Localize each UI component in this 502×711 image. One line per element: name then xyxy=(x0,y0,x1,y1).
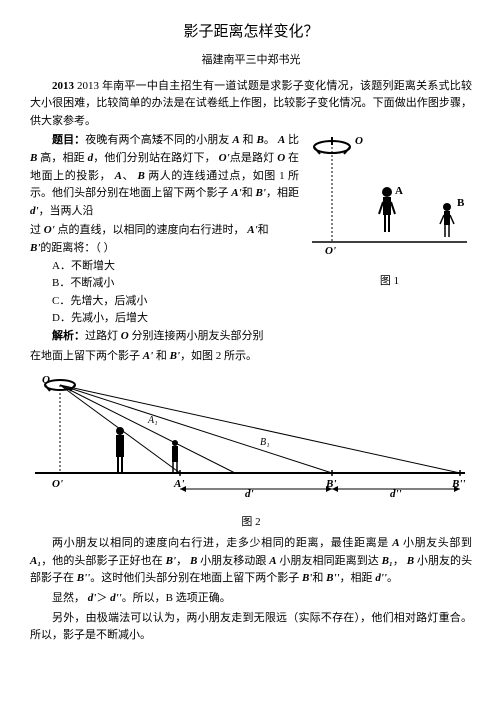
svg-text:B₁: B₁ xyxy=(260,437,270,448)
options: A．不断增大 B．不断减小 C．先增大，后减小 D．先减小，后增大 xyxy=(52,258,299,328)
analysis-label: 解析： xyxy=(52,330,85,342)
fig2-caption: 图 2 xyxy=(30,514,472,532)
figure-2: O O' A₁ B₁ A' B' d' B'' d'' xyxy=(30,373,472,531)
page-title: 影子距离怎样变化？ xyxy=(30,20,472,44)
para-2: 显然， d'＞ d''。所以，B 选项正确。 xyxy=(30,590,472,608)
problem-continue2: B'的距离将：（ ） xyxy=(30,240,299,258)
svg-text:d': d' xyxy=(245,488,254,500)
fig1-caption: 图 1 xyxy=(307,273,472,291)
svg-text:O: O xyxy=(355,135,363,147)
option-d: D．先减小，后增大 xyxy=(52,310,299,328)
fig1-svg: O A B O' xyxy=(307,132,472,262)
option-c: C．先增大，后减小 xyxy=(52,293,299,311)
analysis-line2: 在地面上留下两个影子 A' 和 B'，如图 2 所示。 xyxy=(30,348,299,366)
svg-text:O': O' xyxy=(52,478,63,490)
svg-text:d'': d'' xyxy=(390,488,402,500)
subtitle: 福建南平三中郑书光 xyxy=(30,52,472,70)
intro-paragraph: 2013 2013 年南平一中自主招生有一道试题是求影子变化情况，该题列距离关系… xyxy=(30,78,472,131)
intro-text: 2013 年南平一中自主招生有一道试题是求影子变化情况，该题列距离关系式比较大小… xyxy=(30,80,472,127)
problem-label: 题目： xyxy=(52,134,85,146)
svg-text:O: O xyxy=(42,374,50,386)
problem-continue: 过 O' 点的直线，以相同的速度向右行进时， A'和 xyxy=(30,222,299,240)
analysis-paragraph: 解析：过路灯 O 分别连接两小朋友头部分别 xyxy=(30,328,299,346)
figure-1: O A B O' 图 1 xyxy=(307,132,472,365)
svg-text:A₁: A₁ xyxy=(147,415,158,426)
para-3: 另外，由极端法可以认为，两小朋友走到无限远（实际不存在），他们相对路灯重合。所以… xyxy=(30,610,472,645)
svg-text:O': O' xyxy=(325,245,336,257)
option-a: A．不断增大 xyxy=(52,258,299,276)
problem-row: 题目：夜晚有两个高矮不同的小朋友 A 和 B。 A 比 B 高，相距 d，他们分… xyxy=(30,132,472,365)
svg-text:A: A xyxy=(395,185,403,197)
fig2-svg: O O' A₁ B₁ A' B' d' B'' d'' xyxy=(30,373,470,503)
option-b: B．不断减小 xyxy=(52,275,299,293)
problem-paragraph: 题目：夜晚有两个高矮不同的小朋友 A 和 B。 A 比 B 高，相距 d，他们分… xyxy=(30,132,299,220)
para-1: 两小朋友以相同的速度向右行进，走多少相同的距离，最佳距离是 A 小朋友头部到 A… xyxy=(30,535,472,588)
svg-text:B: B xyxy=(457,197,465,209)
